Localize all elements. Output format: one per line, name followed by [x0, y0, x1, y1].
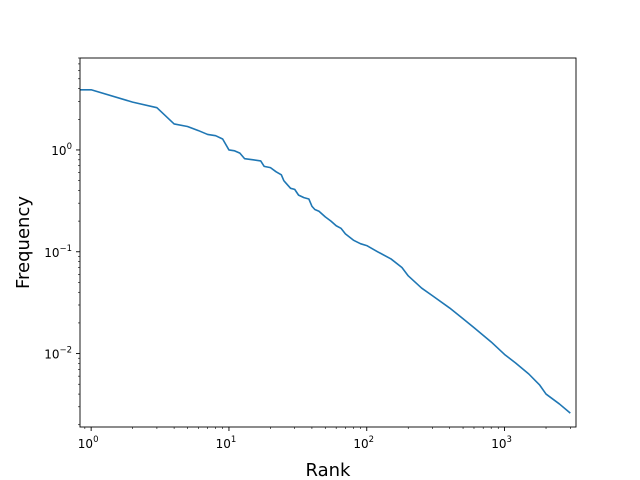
- y-axis-label: Frequency: [13, 196, 34, 289]
- x-tick-label: 100: [78, 435, 99, 451]
- plot-frame: [79, 57, 577, 428]
- x-tick-label: 101: [216, 435, 237, 451]
- series-line: [80, 88, 571, 414]
- x-tick-label: 102: [353, 435, 374, 451]
- y-tick-label: 10−2: [44, 346, 72, 362]
- y-tick-label: 10−1: [44, 244, 72, 260]
- x-tick-label: 103: [491, 435, 512, 451]
- tick-labels: 100 101 102 103 10−2 10−1 100: [44, 142, 512, 451]
- x-axis-label: Rank: [306, 460, 352, 480]
- y-tick-label: 100: [51, 142, 72, 158]
- major-ticks: [76, 149, 505, 431]
